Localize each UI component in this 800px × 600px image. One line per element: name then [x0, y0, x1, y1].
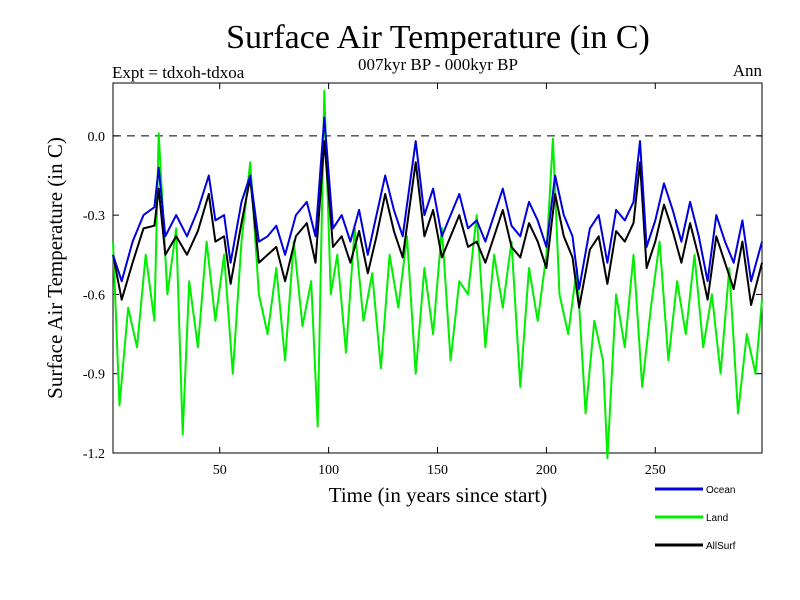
- y-tick-label: -0.3: [83, 209, 105, 224]
- y-tick-label: 0.0: [88, 130, 106, 145]
- x-tick-label: 150: [427, 463, 448, 478]
- y-tick-label: -0.6: [83, 288, 105, 303]
- chart-title: Surface Air Temperature (in C): [226, 19, 650, 56]
- period-label: Ann: [733, 61, 763, 80]
- chart-subtitle: 007kyr BP - 000kyr BP: [358, 55, 518, 74]
- legend-label-land: Land: [706, 513, 728, 524]
- y-tick-label: -0.9: [83, 368, 105, 383]
- x-tick-label: 100: [318, 463, 339, 478]
- legend: Ocean Land AllSurf: [655, 485, 736, 552]
- x-axis-label: Time (in years since start): [329, 483, 548, 507]
- legend-label-allsurf: AllSurf: [706, 541, 736, 552]
- series-line-land: [112, 89, 763, 460]
- experiment-label: Expt = tdxoh-tdxoa: [112, 63, 245, 82]
- legend-label-ocean: Ocean: [706, 485, 735, 496]
- y-axis-label: Surface Air Temperature (in C): [43, 137, 67, 399]
- series-line-ocean: [112, 116, 763, 291]
- y-tick-label: -1.2: [83, 447, 105, 462]
- x-tick-label: 50: [213, 463, 227, 478]
- x-tick-label: 200: [536, 463, 557, 478]
- series-line-allsurf: [112, 140, 763, 309]
- x-tick-label: 250: [645, 463, 666, 478]
- plot-area: 0.0 -0.3 -0.6 -0.9 -1.2 50 100 150 200 250: [83, 82, 763, 478]
